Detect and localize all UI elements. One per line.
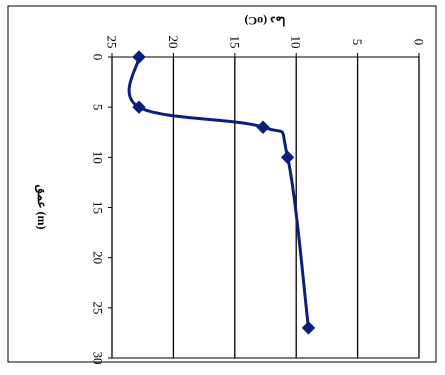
depth-tick-label-5: 5 [91,104,106,111]
value-axis-title: دما (oC) [244,14,285,28]
value-tick-label-0: 0 [412,39,427,46]
depth-tick-label-15: 15 [91,201,106,214]
depth-tick-label-0: 0 [91,54,106,61]
depth-axis-ticks: 0 5 10 15 20 25 30 [91,54,112,365]
depth-tick-label-10: 10 [91,151,106,164]
data-point-0-3 [280,150,295,165]
data-point-0-1 [132,100,146,114]
depth-tick-label-20: 20 [91,251,106,264]
value-tick-label-10: 10 [289,36,304,49]
chart-outer-border [7,5,437,363]
depth-axis-title: عمق (m) [34,184,49,229]
data-point-0-0 [132,50,146,64]
value-axis-ticks: 0 5 10 15 20 25 [105,36,427,57]
data-point-0-2 [256,120,270,134]
value-tick-label-5: 5 [350,39,365,46]
value-tick-label-20: 20 [166,36,181,49]
value-tick-label-15: 15 [227,36,242,49]
depth-tick-label-25: 25 [91,301,106,314]
value-tick-label-25: 25 [105,36,120,49]
series-layer [127,50,316,335]
depth-tick-label-30: 30 [91,352,106,365]
data-point-0-4 [301,321,316,335]
